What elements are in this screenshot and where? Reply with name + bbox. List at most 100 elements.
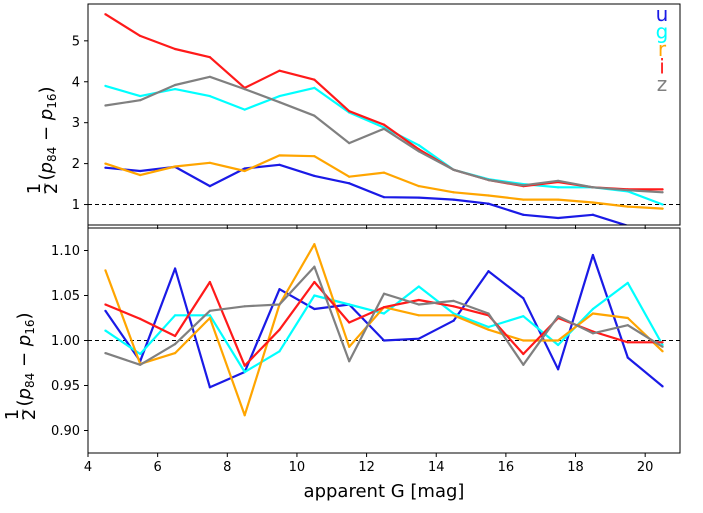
- data-point-i: [278, 69, 281, 72]
- data-point-i: [452, 305, 455, 308]
- data-point-g: [557, 186, 560, 189]
- data-point-u: [557, 216, 560, 220]
- data-point-r: [522, 198, 525, 201]
- data-point-z: [661, 345, 664, 348]
- data-point-r: [173, 352, 177, 355]
- y-label-numerator: 1: [2, 409, 23, 420]
- data-point-u: [208, 185, 211, 188]
- series-group: [104, 13, 664, 225]
- x-tick-label: 18: [567, 460, 584, 475]
- data-point-z: [173, 343, 177, 346]
- legend-entry-z: z: [657, 72, 668, 96]
- data-point-z: [278, 303, 281, 306]
- data-point-u: [522, 213, 525, 216]
- y-tick-label: 0.90: [51, 424, 80, 439]
- data-point-z: [139, 99, 142, 102]
- data-point-u: [243, 167, 246, 170]
- data-point-z: [522, 184, 525, 187]
- x-tick-label: 4: [84, 460, 92, 475]
- data-point-z: [104, 352, 107, 355]
- data-point-r: [243, 414, 246, 417]
- data-point-i: [139, 317, 142, 320]
- data-point-i: [382, 123, 386, 126]
- data-point-r: [139, 173, 142, 177]
- data-point-z: [313, 265, 316, 268]
- legend-entry-g: g: [656, 20, 669, 44]
- data-point-i: [626, 341, 629, 344]
- data-point-z: [173, 83, 177, 87]
- data-point-z: [626, 189, 629, 192]
- data-point-z: [522, 363, 525, 366]
- data-point-g: [591, 307, 595, 311]
- data-point-z: [626, 324, 629, 327]
- data-point-u: [104, 309, 107, 312]
- y-axis-label: 12 (p84 − p16): [24, 86, 62, 194]
- data-point-z: [313, 114, 316, 117]
- data-point-r: [208, 161, 211, 164]
- y-label-numerator: 1: [24, 183, 45, 194]
- data-point-r: [417, 314, 420, 317]
- data-point-u: [278, 288, 281, 291]
- legend-entry-i: i: [659, 55, 665, 79]
- y-label-text: (p84 − p16): [36, 86, 59, 180]
- data-point-g: [278, 350, 281, 353]
- data-point-u: [417, 337, 420, 340]
- data-point-i: [173, 47, 177, 51]
- data-point-r: [417, 185, 420, 188]
- data-point-r: [278, 154, 281, 157]
- legend-entry-u: u: [656, 2, 669, 26]
- data-point-u: [487, 202, 490, 205]
- data-point-r: [348, 175, 351, 178]
- data-point-i: [139, 34, 142, 38]
- data-point-g: [173, 88, 177, 91]
- x-axis-label: apparent G [mag]: [304, 481, 465, 502]
- data-point-g: [139, 352, 142, 356]
- data-point-g: [382, 312, 386, 315]
- data-point-z: [661, 191, 664, 194]
- data-point-z: [348, 360, 351, 363]
- data-point-r: [557, 198, 560, 201]
- data-point-u: [278, 163, 281, 166]
- data-point-z: [382, 292, 386, 295]
- data-point-r: [104, 162, 107, 165]
- legend-entry-r: r: [658, 37, 667, 61]
- data-point-i: [313, 280, 316, 284]
- data-point-r: [557, 339, 560, 342]
- y-tick-label: 2: [72, 157, 80, 172]
- data-point-u: [313, 174, 316, 177]
- x-tick-label: 8: [223, 460, 231, 475]
- data-point-g: [139, 94, 142, 98]
- data-point-u: [208, 386, 211, 389]
- data-point-u: [313, 307, 316, 311]
- data-point-z: [591, 332, 595, 335]
- data-point-r: [173, 165, 177, 168]
- y-label-text: (p84 − p16): [14, 312, 37, 406]
- x-tick-label: 12: [358, 460, 375, 475]
- data-point-r: [661, 207, 664, 210]
- data-point-r: [626, 205, 629, 208]
- data-point-i: [104, 13, 107, 16]
- data-point-u: [173, 267, 177, 270]
- y-tick-label: 1.10: [51, 244, 80, 259]
- data-point-r: [452, 314, 455, 317]
- data-point-u: [417, 196, 420, 199]
- data-point-g: [557, 343, 560, 347]
- bottom-panel: 0.90 0.95 1.00 1.05 1.10 4 6 8 10 12 14 16 18 20 12 (p8…: [2, 227, 681, 475]
- data-point-z: [557, 179, 560, 182]
- data-point-u: [348, 182, 351, 185]
- data-point-i: [313, 78, 316, 81]
- data-point-r: [591, 201, 595, 204]
- series-line-r: [105, 154, 663, 210]
- plot-frame: [87, 3, 681, 226]
- data-point-z: [139, 363, 142, 366]
- data-point-u: [139, 169, 142, 173]
- data-point-g: [173, 314, 177, 317]
- data-point-u: [591, 253, 595, 257]
- data-point-i: [173, 334, 177, 338]
- data-point-r: [452, 191, 455, 194]
- y-tick-label: 1.05: [51, 289, 80, 304]
- data-point-i: [243, 364, 246, 367]
- data-point-g: [452, 312, 455, 315]
